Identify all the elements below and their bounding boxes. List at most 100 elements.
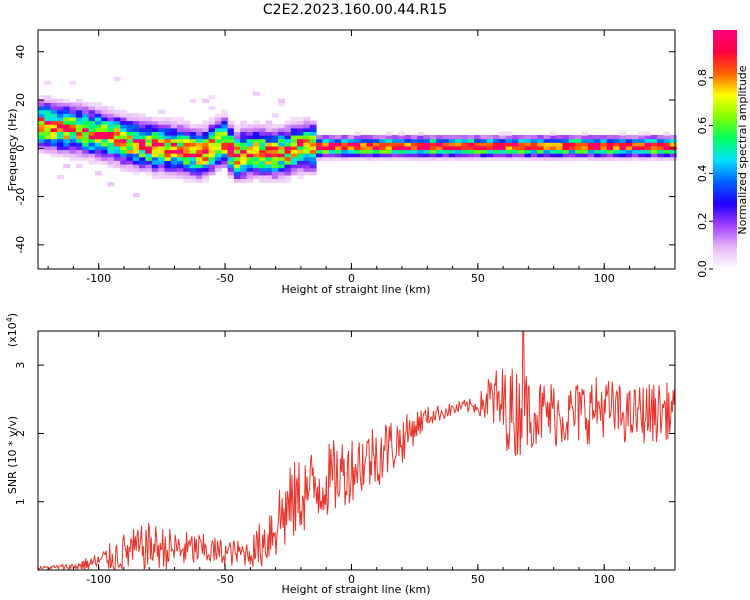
spectrogram-cell	[189, 135, 197, 140]
spectrogram-cell	[170, 174, 178, 179]
spectrogram-cell	[322, 142, 330, 147]
spectrogram-cell	[448, 153, 456, 158]
spectrogram-cell	[132, 131, 140, 136]
spectrogram-cell	[461, 149, 469, 154]
spectrogram-cell	[549, 131, 557, 136]
spectrogram-cell	[669, 156, 677, 161]
spectrogram-cell	[512, 142, 519, 147]
spectrogram-cell	[177, 156, 184, 161]
spectrogram-cell	[227, 171, 235, 176]
spectrogram-cell	[126, 120, 134, 125]
spectrogram-cell	[126, 127, 134, 132]
spectrogram-panel: -100 -50 0 50 100 -40 -20 0 20 40 Height of stra…	[6, 29, 677, 296]
spectrogram-cell	[499, 156, 507, 161]
spectrogram-cell	[107, 113, 115, 118]
spectrogram-cell	[132, 142, 140, 147]
spectrogram-cell	[158, 124, 165, 129]
spectrogram-cell	[126, 145, 134, 151]
spectrogram-cell	[38, 142, 45, 147]
spectrogram-cell	[303, 131, 311, 136]
spectrogram-cell	[44, 145, 52, 151]
spectrogram-cell	[474, 156, 481, 161]
spectrogram-cell	[208, 167, 216, 172]
spectrogram-cell	[145, 127, 153, 132]
y-tick-label: -20	[14, 188, 27, 206]
spectrogram-cell	[126, 138, 134, 143]
x-tick-label: -50	[216, 573, 234, 586]
spectrogram-cell	[158, 160, 165, 165]
spectrogram-cell	[347, 156, 355, 161]
spectrogram-cell	[126, 135, 134, 140]
spectrogram-cell	[183, 156, 191, 161]
spectrogram-cell	[145, 164, 153, 169]
spectrogram-cell	[505, 131, 513, 136]
spectrogram-cells	[38, 77, 677, 198]
spectrogram-cell	[82, 113, 90, 118]
spectrogram-cell	[423, 138, 431, 143]
spectrogram-cell	[151, 138, 159, 143]
spectrogram-cell	[240, 131, 248, 136]
spectrogram-cell	[436, 149, 443, 154]
spectrogram-cell	[221, 120, 229, 125]
x-tick-label: -100	[86, 272, 111, 285]
spectrogram-cell	[297, 171, 304, 176]
spectrogram-cell	[101, 153, 109, 158]
spectrogram-cell	[297, 160, 304, 165]
spectrogram-cell	[107, 182, 115, 187]
spectrogram-cell	[177, 160, 184, 165]
spectrogram-cell	[196, 131, 203, 136]
spectrogram-cell	[196, 142, 203, 147]
spectrogram-cell	[151, 174, 159, 179]
spectrogram-cell	[429, 145, 437, 151]
colorbar-tick-label: 0.2	[696, 212, 709, 230]
spectrogram-cell	[132, 138, 140, 143]
spectrogram-cell	[113, 113, 121, 118]
spectrogram-cell	[158, 127, 165, 132]
spectrogram-cell	[613, 156, 620, 161]
spectrogram-cell	[297, 135, 304, 140]
spectrogram-cell	[480, 135, 488, 140]
spectrogram-cell	[69, 116, 77, 122]
spectrogram-cell	[101, 145, 109, 151]
spectrogram-cell	[63, 98, 71, 103]
spectrogram-cell	[581, 135, 589, 140]
spectrogram-cell	[75, 116, 83, 122]
spectrogram-cell	[183, 124, 191, 129]
spectrogram-cell	[518, 156, 526, 161]
spectrogram-cell	[290, 167, 298, 172]
spectrogram-cell	[385, 135, 393, 140]
spectrogram-cell	[265, 153, 273, 158]
spectrogram-cell	[57, 149, 64, 154]
spectrogram-cell	[75, 109, 83, 114]
spectrogram-cell	[208, 106, 216, 111]
spectrogram-cell	[158, 171, 165, 176]
spectrogram-cell	[442, 135, 450, 140]
spectrogram-cell	[107, 116, 115, 122]
spectrogram-cell	[151, 167, 159, 172]
spectrogram-cell	[398, 153, 406, 158]
spectrogram-cell	[63, 113, 71, 118]
spectrogram-cell	[309, 153, 317, 158]
spectrogram-cell	[284, 149, 292, 154]
spectrogram-cell	[88, 127, 96, 132]
spectrogram-cell	[88, 135, 96, 140]
spectrogram-cell	[94, 135, 102, 140]
spectrogram-cell	[183, 135, 191, 140]
spectrogram-cell	[170, 171, 178, 176]
spectrogram-cell	[493, 156, 500, 161]
spectrogram-cell	[417, 145, 425, 151]
spectrogram-cell	[562, 135, 570, 140]
spectrogram-cell	[113, 156, 121, 161]
spectrogram-cell	[594, 135, 601, 140]
spectrogram-cell	[600, 156, 608, 161]
spectrogram-cell	[233, 174, 241, 179]
spectrogram-cell	[113, 149, 121, 154]
spectrogram-cell	[354, 156, 361, 161]
spectrogram-cell	[360, 145, 368, 151]
spectrogram-cell	[429, 135, 437, 140]
spectrogram-cell	[221, 109, 229, 114]
spectrogram-cell	[63, 142, 71, 147]
spectrogram-cell	[410, 145, 418, 151]
spectrogram-cell	[139, 138, 146, 143]
spectrogram-cell	[404, 142, 412, 147]
